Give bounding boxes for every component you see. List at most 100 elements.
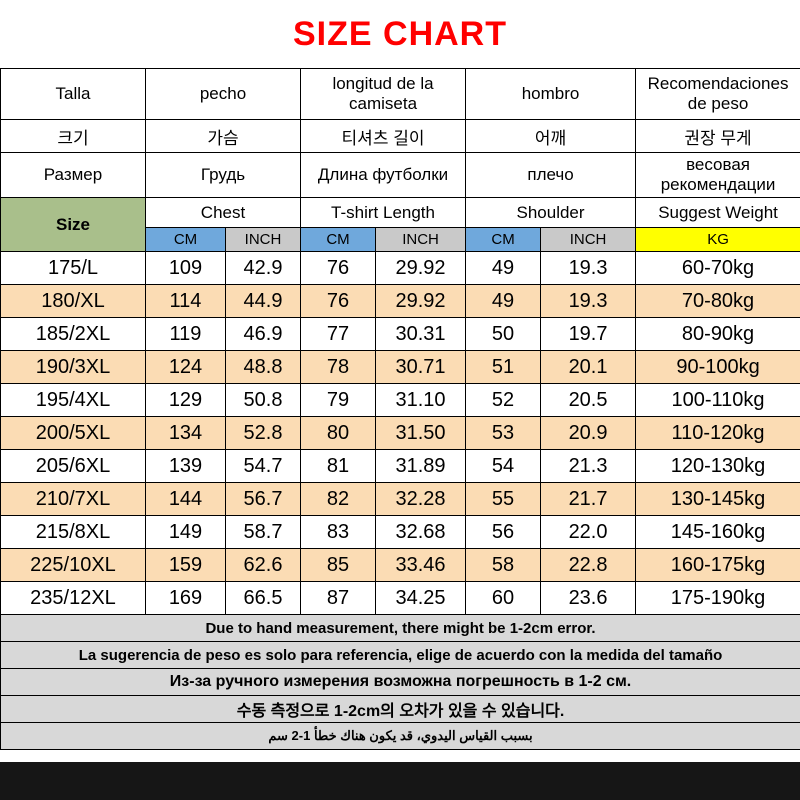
header-weight-ru: весовая рекомендации: [635, 152, 800, 198]
value-cell: 21.7: [540, 482, 637, 516]
value-cell: 175-190kg: [635, 581, 800, 615]
header-row-russian: Размер Грудь Длина футболки плечо весова…: [0, 152, 800, 198]
header-row-korean: 크기 가슴 티셔츠 길이 어깨 권장 무게: [0, 119, 800, 153]
header-weight-es: Recomendaciones de peso: [635, 68, 800, 120]
value-cell: 56: [465, 515, 542, 549]
value-cell: 139: [145, 449, 226, 483]
title-bar: SIZE CHART: [0, 0, 800, 68]
value-cell: 50: [465, 317, 542, 351]
size-cell: 215/8XL: [0, 515, 146, 549]
header-shoulder-en: Shoulder: [465, 197, 637, 228]
value-cell: 44.9: [224, 284, 302, 318]
footnote-text: 수동 측정으로 1-2cm의 오차가 있을 수 있습니다.: [0, 695, 800, 723]
value-cell: 21.3: [540, 449, 637, 483]
value-cell: 19.3: [540, 251, 637, 285]
value-cell: 31.10: [375, 383, 467, 417]
header-size-en: Size: [0, 197, 146, 252]
value-cell: 20.5: [540, 383, 637, 417]
size-cell: 235/12XL: [0, 581, 146, 615]
header-chest-ru: Грудь: [144, 152, 302, 198]
table-row: 215/8XL 149 58.7 83 32.68 56 22.0 145-160kg: [0, 515, 800, 549]
value-cell: 70-80kg: [635, 284, 800, 318]
value-cell: 134: [145, 416, 226, 450]
size-cell: 175/L: [0, 251, 146, 285]
header-length-en: T-shirt Length: [300, 197, 467, 228]
value-cell: 100-110kg: [635, 383, 800, 417]
header-weight-en: Suggest Weight: [635, 197, 800, 228]
value-cell: 114: [145, 284, 226, 318]
value-cell: 109: [145, 251, 226, 285]
size-cell: 200/5XL: [0, 416, 146, 450]
header-row-english: Size Chest T-shirt Length Shoulder Sugge…: [0, 197, 800, 252]
value-cell: 159: [145, 548, 226, 582]
value-cell: 51: [465, 350, 542, 384]
value-cell: 20.9: [540, 416, 637, 450]
value-cell: 169: [145, 581, 226, 615]
table-row: 200/5XL 134 52.8 80 31.50 53 20.9 110-120kg: [0, 416, 800, 450]
table-row: 225/10XL 159 62.6 85 33.46 58 22.8 160-175kg: [0, 548, 800, 582]
header-size-es: Talla: [0, 68, 146, 120]
value-cell: 31.89: [375, 449, 467, 483]
header-chest-ko: 가슴: [144, 119, 302, 153]
value-cell: 33.46: [375, 548, 467, 582]
size-cell: 225/10XL: [0, 548, 146, 582]
value-cell: 60: [465, 581, 542, 615]
value-cell: 53: [465, 416, 542, 450]
value-cell: 48.8: [224, 350, 302, 384]
footnote-row: 수동 측정으로 1-2cm의 오차가 있을 수 있습니다.: [0, 695, 800, 723]
value-cell: 52: [465, 383, 542, 417]
size-cell: 205/6XL: [0, 449, 146, 483]
value-cell: 83: [300, 515, 377, 549]
value-cell: 29.92: [375, 251, 467, 285]
unit-cm-chest: CM: [145, 227, 226, 252]
value-cell: 34.25: [375, 581, 467, 615]
value-cell: 30.31: [375, 317, 467, 351]
value-cell: 56.7: [224, 482, 302, 516]
value-cell: 119: [145, 317, 226, 351]
value-cell: 31.50: [375, 416, 467, 450]
unit-inch-chest: INCH: [224, 227, 302, 252]
value-cell: 46.9: [224, 317, 302, 351]
bottom-banner: [0, 762, 800, 800]
value-cell: 23.6: [540, 581, 637, 615]
header-weight-ko: 권장 무게: [635, 119, 800, 153]
unit-kg-weight: KG: [635, 227, 800, 252]
unit-inch-length: INCH: [375, 227, 467, 252]
footnotes-body: Due to hand measurement, there might be …: [0, 614, 800, 750]
value-cell: 90-100kg: [635, 350, 800, 384]
value-cell: 77: [300, 317, 377, 351]
table-row: 195/4XL 129 50.8 79 31.10 52 20.5 100-110kg: [0, 383, 800, 417]
value-cell: 144: [145, 482, 226, 516]
unit-cm-length: CM: [300, 227, 377, 252]
value-cell: 58: [465, 548, 542, 582]
value-cell: 60-70kg: [635, 251, 800, 285]
table-row: 185/2XL 119 46.9 77 30.31 50 19.7 80-90kg: [0, 317, 800, 351]
footnote-row: La sugerencia de peso es solo para refer…: [0, 641, 800, 669]
table-row: 175/L 109 42.9 76 29.92 49 19.3 60-70kg: [0, 251, 800, 285]
footnote-text: Due to hand measurement, there might be …: [0, 614, 800, 642]
value-cell: 50.8: [224, 383, 302, 417]
header-row-units: CM INCH CM INCH CM INCH KG: [1, 227, 800, 252]
value-cell: 30.71: [375, 350, 467, 384]
value-cell: 54: [465, 449, 542, 483]
value-cell: 66.5: [224, 581, 302, 615]
value-cell: 120-130kg: [635, 449, 800, 483]
value-cell: 85: [300, 548, 377, 582]
header-size-ko: 크기: [0, 119, 146, 153]
value-cell: 55: [465, 482, 542, 516]
footnote-row: Due to hand measurement, there might be …: [0, 614, 800, 642]
value-cell: 22.8: [540, 548, 637, 582]
value-cell: 129: [145, 383, 226, 417]
size-cell: 190/3XL: [0, 350, 146, 384]
value-cell: 160-175kg: [635, 548, 800, 582]
unit-inch-shoulder: INCH: [540, 227, 637, 252]
value-cell: 80-90kg: [635, 317, 800, 351]
header-length-es: longitud de la camiseta: [300, 68, 467, 120]
value-cell: 78: [300, 350, 377, 384]
value-cell: 62.6: [224, 548, 302, 582]
table-row: 210/7XL 144 56.7 82 32.28 55 21.7 130-145kg: [0, 482, 800, 516]
footnote-text: بسبب القياس اليدوي، قد يكون هناك خطأ 1-2…: [0, 722, 800, 750]
footnote-text: La sugerencia de peso es solo para refer…: [0, 641, 800, 669]
size-cell: 180/XL: [0, 284, 146, 318]
